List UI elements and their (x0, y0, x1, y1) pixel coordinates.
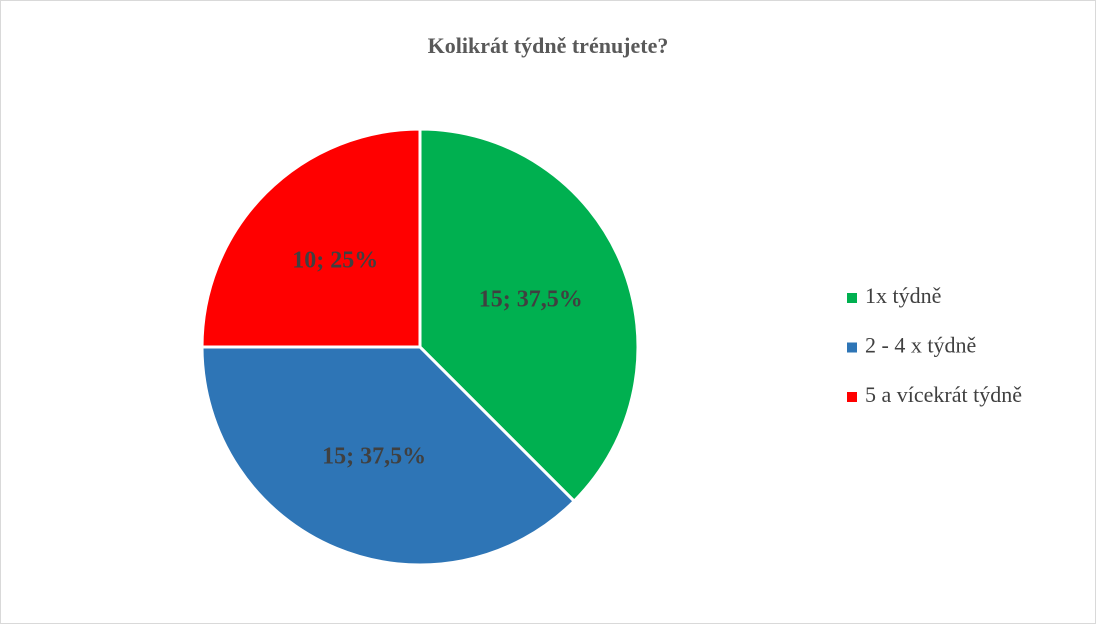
legend-swatch (847, 392, 857, 402)
pie-slice (200, 345, 577, 567)
pie-slice (418, 127, 640, 504)
legend-label: 5 a vícekrát týdně (865, 382, 1022, 407)
chart-title: Kolikrát týdně trénujete? (428, 33, 669, 58)
data-label: 10; 25% (292, 248, 378, 274)
legend-swatch (847, 293, 857, 303)
data-label: 15; 37,5% (322, 443, 426, 469)
data-label: 15; 37,5% (479, 287, 583, 313)
legend-label: 1x týdně (865, 283, 941, 308)
legend-swatch (847, 342, 857, 353)
pie-slice (200, 127, 422, 349)
legend-label: 2 - 4 x týdně (865, 333, 976, 358)
